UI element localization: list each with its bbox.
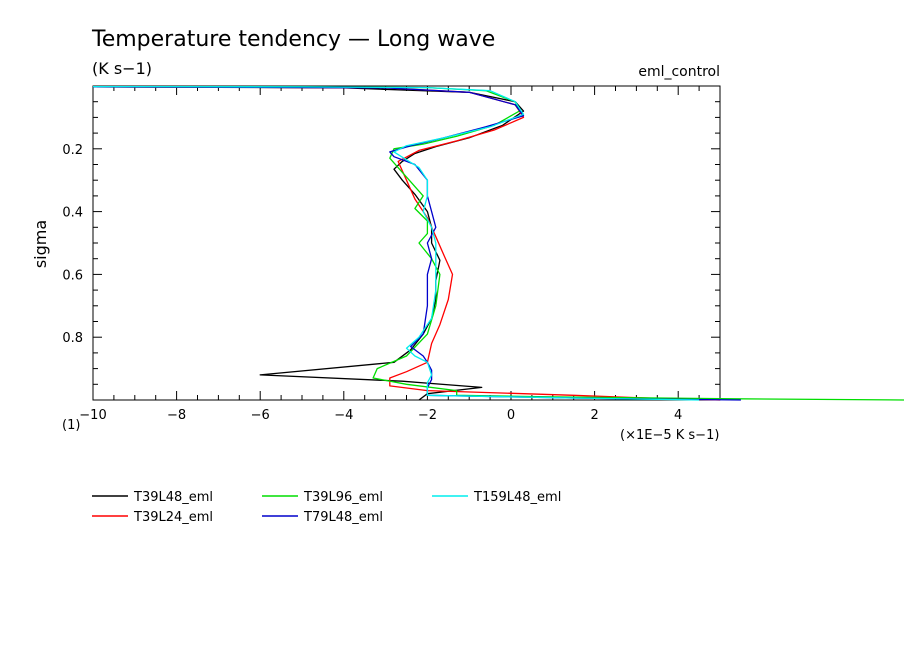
series-line-t159l48-eml xyxy=(92,85,700,401)
chart-subtitle: (K s−1) xyxy=(92,59,152,78)
y-tick-label: 0.2 xyxy=(62,143,83,158)
chart-title: Temperature tendency — Long wave xyxy=(91,27,495,52)
legend-label-t39l24-eml: T39L24_eml xyxy=(133,510,213,525)
legend-label-t39l48-eml: T39L48_eml xyxy=(133,490,213,505)
legend: T39L48_eml T39L24_eml T39L96_eml T79L48_eml… xyxy=(92,490,561,525)
x-tick-label: −6 xyxy=(251,408,270,423)
y-tick-label: 0.6 xyxy=(62,268,83,283)
plot-area: −10 −8 −6 −4 −2 0 2 4 0.2 0.4 0.6 0.8 xyxy=(62,85,904,423)
x-axis-label: (×1E−5 K s−1) xyxy=(620,428,719,443)
legend-label-t79l48-eml: T79L48_eml xyxy=(303,510,383,525)
legend-label-t159l48-eml: T159L48_eml xyxy=(473,490,561,505)
series-line-t39l96-eml xyxy=(92,85,904,401)
x-tick-label: −2 xyxy=(418,408,437,423)
x-tick-label: −10 xyxy=(79,408,106,423)
series-line-t79l48-eml xyxy=(92,86,741,401)
legend-label-t39l96-eml: T39L96_eml xyxy=(303,490,383,505)
series-line-t39l48-eml xyxy=(92,86,525,401)
y-tick-label: 0.8 xyxy=(62,331,83,346)
y-tick-label: 0.4 xyxy=(62,206,83,221)
x-tick-label: 2 xyxy=(590,408,598,423)
x-tick-label: 4 xyxy=(674,408,682,423)
experiment-label: eml_control xyxy=(638,64,720,80)
scale-note: (1) xyxy=(62,418,80,433)
x-tick-label: 0 xyxy=(507,408,515,423)
x-tick-label: −8 xyxy=(167,408,186,423)
y-axis-label: sigma xyxy=(31,220,50,268)
x-tick-label: −4 xyxy=(334,408,353,423)
